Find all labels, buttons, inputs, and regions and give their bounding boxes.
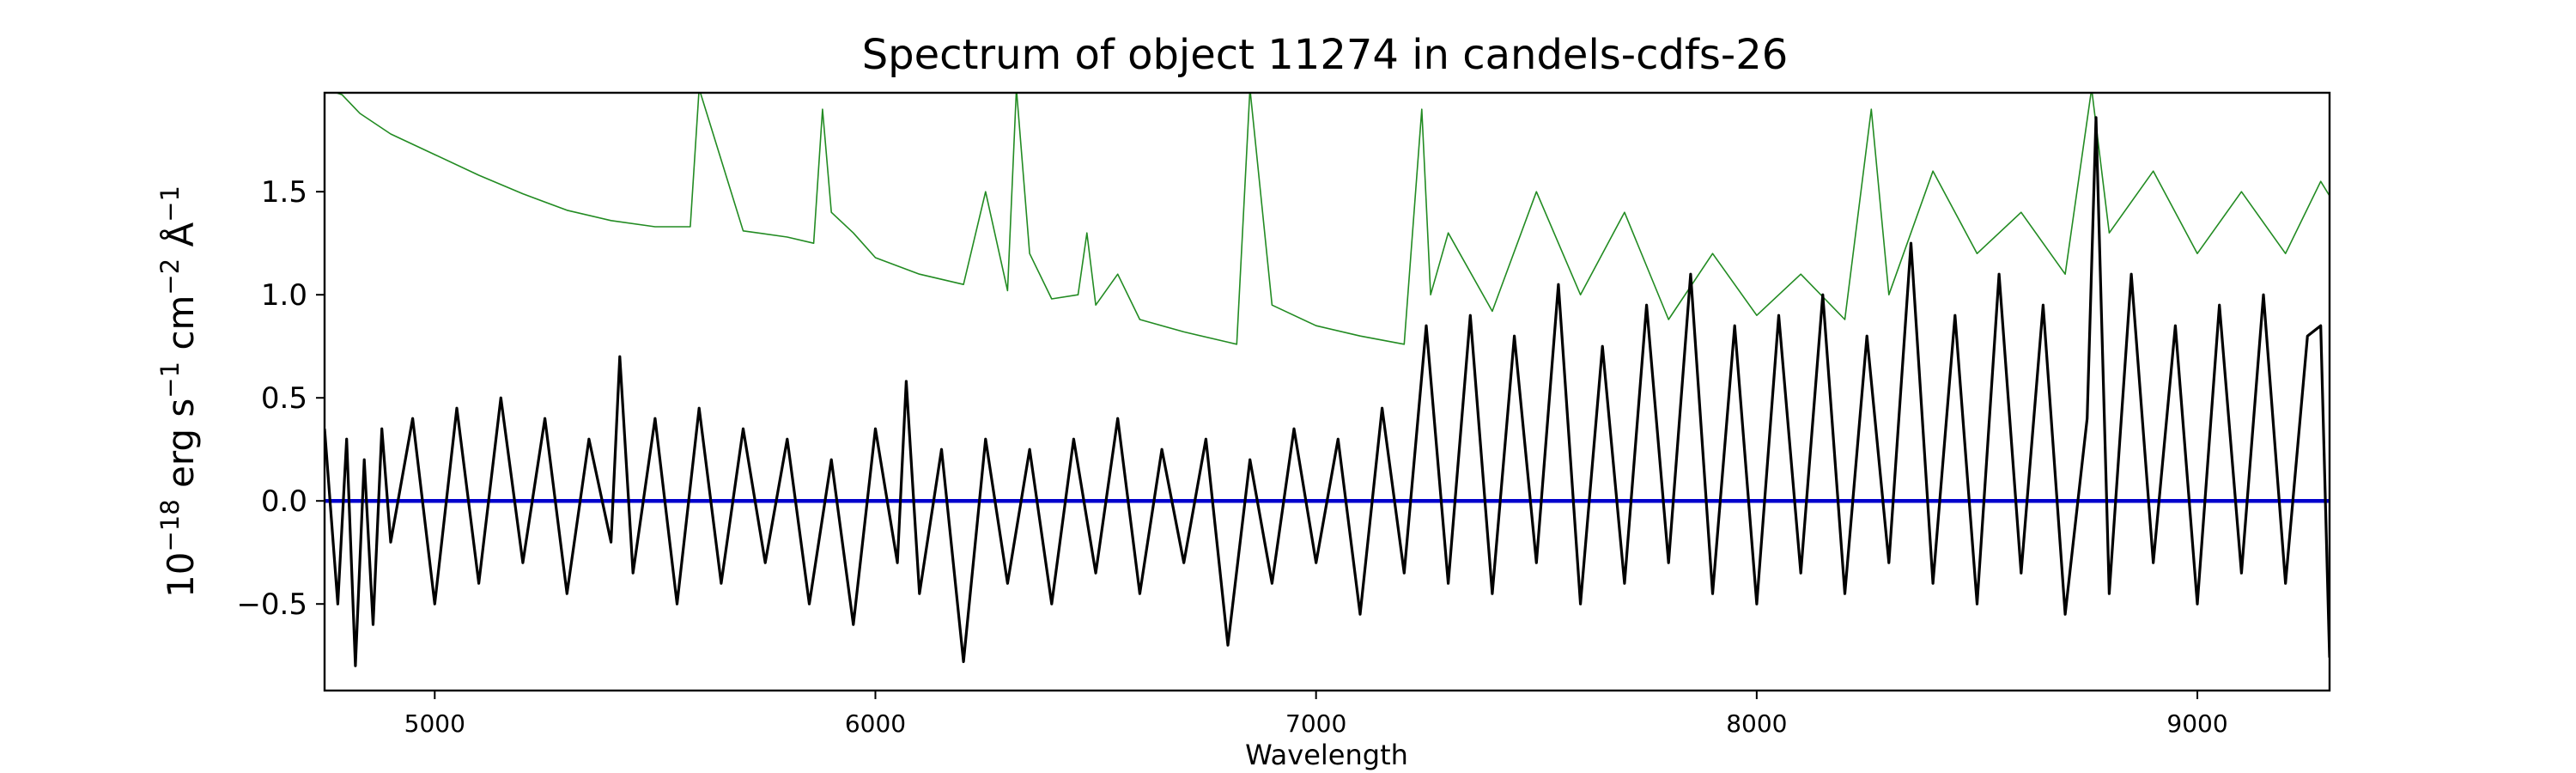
series-layer <box>325 93 2330 667</box>
x-axis: 5000 6000 7000 8000 9000 <box>404 691 2228 738</box>
y-label-unit2-exp: −2 <box>155 259 185 295</box>
y-tick-label: 0.5 <box>261 381 307 416</box>
y-label-unit3-exp: −1 <box>155 186 185 222</box>
chart-title: Spectrum of object 11274 in candels-cdfs… <box>862 31 1789 79</box>
y-label-unit1: erg s <box>160 399 202 488</box>
flux-spectrum-line <box>325 116 2330 667</box>
y-tick-label: 1.0 <box>261 278 307 313</box>
y-tick-label: 1.5 <box>261 175 307 210</box>
x-tick-label: 7000 <box>1285 709 1346 738</box>
y-label-base: 10 <box>160 552 202 598</box>
y-tick-label: −0.5 <box>236 587 307 622</box>
x-tick-label: 5000 <box>404 709 465 738</box>
x-axis-label: Wavelength <box>1245 739 1408 771</box>
y-label-unit1-exp: −1 <box>155 362 185 399</box>
x-tick-label: 6000 <box>845 709 906 738</box>
y-axis-label: 10−18 erg s−1 cm−2 Å−1 <box>155 186 202 598</box>
x-tick-label: 8000 <box>1726 709 1787 738</box>
x-tick-label: 9000 <box>2166 709 2227 738</box>
y-label-unit2: cm <box>160 295 202 350</box>
y-axis: −0.5 0.0 0.5 1.0 1.5 <box>236 175 325 622</box>
y-label-unit3: Å <box>159 222 202 247</box>
plot-frame <box>323 91 2331 692</box>
y-label-base-exp: −18 <box>155 499 185 551</box>
y-tick-label: 0.0 <box>261 484 307 519</box>
error-spectrum-line <box>334 93 2330 345</box>
